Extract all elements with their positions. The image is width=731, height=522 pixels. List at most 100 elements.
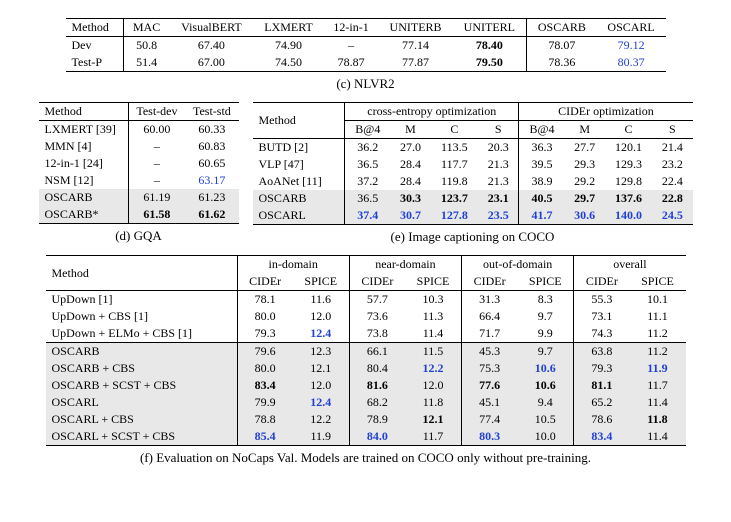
table-cell: 74.50 xyxy=(253,54,323,72)
sub-spice2: SPICE xyxy=(405,273,462,291)
sub-spice: SPICE xyxy=(293,273,350,291)
table-row: OSCARL + CBS78.812.278.912.177.410.578.6… xyxy=(46,411,686,428)
table-row: OSCARB + CBS80.012.180.412.275.310.679.3… xyxy=(46,360,686,377)
table-d: Method Test-dev Test-std LXMERT [39]60.0… xyxy=(39,102,239,224)
table-cell: 29.7 xyxy=(565,190,605,207)
table-cell: 78.07 xyxy=(527,37,597,55)
table-cell: 36.5 xyxy=(345,190,391,207)
table-cell: 65.2 xyxy=(574,394,630,411)
table-cell: 39.5 xyxy=(519,156,565,173)
table-cell: 9.9 xyxy=(517,325,574,343)
table-cell: 137.6 xyxy=(605,190,652,207)
table-cell: 123.7 xyxy=(431,190,478,207)
sub-cider2: CIDEr xyxy=(349,273,405,291)
table-cell: 21.3 xyxy=(478,173,519,190)
table-cell: 24.5 xyxy=(652,207,692,225)
table-cell: 11.4 xyxy=(405,325,462,343)
table-cell: 79.50 xyxy=(453,54,527,72)
table-cell: 66.1 xyxy=(349,343,405,361)
row-label: AoANet [11] xyxy=(253,173,345,190)
table-cell: 78.87 xyxy=(324,54,379,72)
table-cell: 83.4 xyxy=(237,377,293,394)
col-lxmert: LXMERT xyxy=(253,19,323,37)
table-cell: 83.4 xyxy=(574,428,630,446)
table-cell: 119.8 xyxy=(431,173,478,190)
table-c-header: Method MAC VisualBERT LXMERT 12-in-1 UNI… xyxy=(66,19,666,37)
table-e: Method cross-entropy optimization CIDEr … xyxy=(253,102,693,225)
table-cell: 27.7 xyxy=(565,139,605,157)
table-cell: 36.3 xyxy=(519,139,565,157)
table-cell: 30.7 xyxy=(390,207,430,225)
table-cell: 12.1 xyxy=(405,411,462,428)
table-cell: 61.19 xyxy=(128,189,185,206)
sub-c-2: C xyxy=(605,121,652,139)
table-row: BUTD [2]36.227.0113.520.336.327.7120.121… xyxy=(253,139,693,157)
col-oscarl: OSCARL xyxy=(597,19,666,37)
table-cell: 11.2 xyxy=(629,325,685,343)
table-cell: 79.6 xyxy=(237,343,293,361)
row-label: OSCARB* xyxy=(39,206,129,224)
table-cell: 80.37 xyxy=(597,54,666,72)
table-cell: 22.4 xyxy=(652,173,692,190)
table-cell: 73.8 xyxy=(349,325,405,343)
table-cell: 12.2 xyxy=(405,360,462,377)
table-cell: 81.1 xyxy=(574,377,630,394)
table-cell: 12.0 xyxy=(405,377,462,394)
sub-m-2: M xyxy=(565,121,605,139)
table-cell: 80.0 xyxy=(237,360,293,377)
row-label: UpDown [1] xyxy=(46,291,238,309)
caption-f: (f) Evaluation on NoCaps Val. Models are… xyxy=(12,450,719,466)
table-cell: 74.90 xyxy=(253,37,323,55)
table-cell: 63.8 xyxy=(574,343,630,361)
table-cell: 12.0 xyxy=(293,308,350,325)
table-cell: 61.58 xyxy=(128,206,185,224)
table-cell: 11.8 xyxy=(629,411,685,428)
col-method: Method xyxy=(46,256,238,291)
table-row: OSCARB36.530.3123.723.140.529.7137.622.8 xyxy=(253,190,693,207)
table-cell: 11.7 xyxy=(629,377,685,394)
table-f-header1: Method in-domain near-domain out-of-doma… xyxy=(46,256,686,274)
table-cell: 30.3 xyxy=(390,190,430,207)
table-cell: 79.12 xyxy=(597,37,666,55)
table-cell: 11.6 xyxy=(293,291,350,309)
table-cell: 80.4 xyxy=(349,360,405,377)
table-row: UpDown [1]78.111.657.710.331.38.355.310.… xyxy=(46,291,686,309)
sub-m: M xyxy=(390,121,430,139)
table-cell: 129.8 xyxy=(605,173,652,190)
table-cell: – xyxy=(128,138,185,155)
table-cell: 78.1 xyxy=(237,291,293,309)
table-d-header: Method Test-dev Test-std xyxy=(39,103,239,121)
table-cell: 71.7 xyxy=(462,325,518,343)
table-row: AoANet [11]37.228.4119.821.338.929.2129.… xyxy=(253,173,693,190)
sub-s-2: S xyxy=(652,121,692,139)
table-cell: 51.4 xyxy=(123,54,169,72)
table-cell: 20.3 xyxy=(478,139,519,157)
table-cell: 80.3 xyxy=(462,428,518,446)
sub-b4-2: B@4 xyxy=(519,121,565,139)
table-row: NSM [12]–63.17 xyxy=(39,172,239,189)
table-cell: 23.5 xyxy=(478,207,519,225)
col-uniterl: UNITERL xyxy=(453,19,527,37)
table-cell: 21.3 xyxy=(478,156,519,173)
table-row: OSCARL79.912.468.211.845.19.465.211.4 xyxy=(46,394,686,411)
caption-d: (d) GQA xyxy=(39,228,239,244)
col-overall: overall xyxy=(574,256,686,274)
table-cell: 78.36 xyxy=(527,54,597,72)
table-cell: 67.00 xyxy=(169,54,253,72)
row-label: Dev xyxy=(66,37,124,55)
table-cell: 11.4 xyxy=(629,428,685,446)
table-cell: 29.2 xyxy=(565,173,605,190)
table-c: Method MAC VisualBERT LXMERT 12-in-1 UNI… xyxy=(66,18,666,72)
table-cell: 127.8 xyxy=(431,207,478,225)
sub-cider: CIDEr xyxy=(237,273,293,291)
row-label: OSCARB + CBS xyxy=(46,360,238,377)
table-cell: 12.1 xyxy=(293,360,350,377)
table-cell: 11.3 xyxy=(405,308,462,325)
table-cell: 79.3 xyxy=(237,325,293,343)
row-label: OSCARL + CBS xyxy=(46,411,238,428)
table-cell: 30.6 xyxy=(565,207,605,225)
table-e-header1: Method cross-entropy optimization CIDEr … xyxy=(253,103,693,121)
col-method: Method xyxy=(66,19,124,37)
sub-b4: B@4 xyxy=(345,121,391,139)
table-cell: 67.40 xyxy=(169,37,253,55)
